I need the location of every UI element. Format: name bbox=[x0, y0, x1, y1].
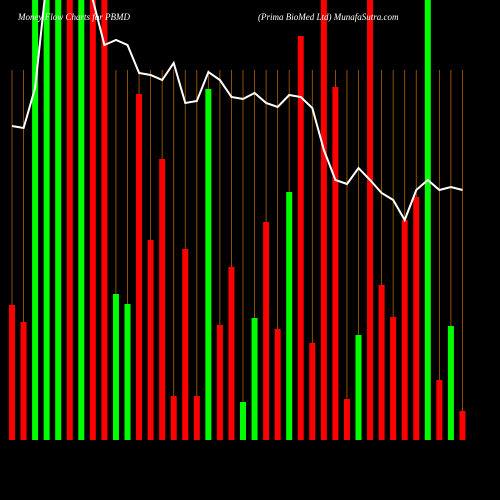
bar bbox=[413, 197, 420, 440]
bar bbox=[124, 304, 131, 440]
bar bbox=[147, 240, 154, 440]
bar bbox=[355, 335, 362, 440]
bar bbox=[32, 0, 39, 440]
bar bbox=[216, 325, 223, 440]
bar bbox=[55, 0, 62, 440]
bar bbox=[367, 0, 374, 440]
bar bbox=[182, 249, 189, 440]
bar bbox=[343, 399, 350, 440]
bar bbox=[297, 36, 304, 440]
bar bbox=[263, 222, 270, 440]
bar bbox=[101, 0, 108, 440]
bar bbox=[251, 318, 258, 440]
bar bbox=[78, 0, 85, 440]
bar bbox=[240, 402, 246, 440]
bar bbox=[136, 94, 143, 440]
bar bbox=[205, 89, 212, 440]
bar bbox=[228, 267, 235, 440]
bar bbox=[320, 0, 327, 440]
bar bbox=[436, 380, 443, 440]
bar bbox=[193, 396, 200, 440]
bar bbox=[390, 317, 397, 440]
bar bbox=[401, 220, 408, 440]
bar bbox=[159, 159, 166, 440]
bar bbox=[89, 0, 96, 440]
chart-subtitle: (Prima BioMed Ltd) MunafaSutra.com bbox=[258, 12, 399, 22]
bar bbox=[66, 0, 73, 440]
bar bbox=[20, 322, 27, 440]
bar bbox=[286, 192, 293, 440]
bar bbox=[332, 87, 339, 440]
bar bbox=[170, 396, 177, 440]
bar bbox=[309, 343, 316, 440]
bar bbox=[9, 305, 15, 440]
bar bbox=[459, 411, 466, 440]
bar bbox=[378, 285, 385, 440]
bar bbox=[447, 326, 454, 440]
bar bbox=[274, 329, 281, 440]
bar bbox=[424, 0, 431, 440]
bar bbox=[43, 0, 50, 440]
chart-title: Money Flow Charts for PBMD bbox=[17, 12, 130, 22]
bar bbox=[112, 294, 119, 440]
flow-line bbox=[11, 0, 463, 223]
